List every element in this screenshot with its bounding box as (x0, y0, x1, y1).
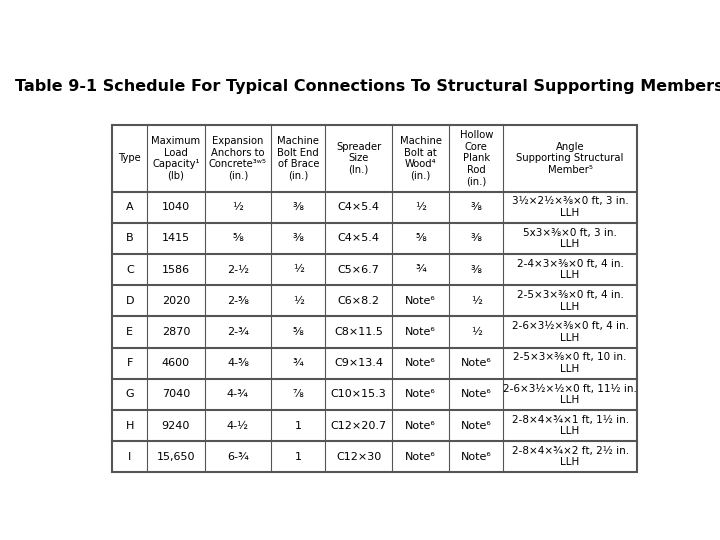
Text: 2-8×4×¾×1 ft, 1½ in.
LLH: 2-8×4×¾×1 ft, 1½ in. LLH (511, 415, 629, 436)
Text: ½: ½ (471, 296, 482, 306)
Text: 2-¾: 2-¾ (227, 327, 249, 337)
Text: 2-6×3½×½×0 ft, 11½ in.
LLH: 2-6×3½×½×0 ft, 11½ in. LLH (503, 383, 637, 405)
Text: 2-8×4×¾×2 ft, 2½ in.
LLH: 2-8×4×¾×2 ft, 2½ in. LLH (511, 446, 629, 468)
Text: C6×8.2: C6×8.2 (338, 296, 379, 306)
Text: ¾: ¾ (415, 265, 426, 274)
Text: Note⁶: Note⁶ (461, 451, 492, 462)
Text: C12×30: C12×30 (336, 451, 382, 462)
Text: 2-5×3×⅜×0 ft, 10 in.
LLH: 2-5×3×⅜×0 ft, 10 in. LLH (513, 352, 627, 374)
Text: ⅝: ⅝ (233, 233, 243, 244)
Text: I: I (128, 451, 132, 462)
Text: G: G (125, 389, 134, 399)
Text: 9240: 9240 (162, 421, 190, 430)
Text: Note⁶: Note⁶ (461, 389, 492, 399)
Text: 2-5×3×⅜×0 ft, 4 in.
LLH: 2-5×3×⅜×0 ft, 4 in. LLH (517, 290, 624, 312)
Text: C9×13.4: C9×13.4 (334, 358, 383, 368)
Text: 1: 1 (294, 421, 302, 430)
Text: ¾: ¾ (293, 358, 304, 368)
Text: 2020: 2020 (162, 296, 190, 306)
Text: ⅜: ⅜ (471, 265, 482, 274)
Text: Spreader
Size
(In.): Spreader Size (In.) (336, 142, 382, 175)
Text: ⅝: ⅝ (415, 233, 426, 244)
Text: ½: ½ (293, 265, 304, 274)
Text: A: A (126, 202, 134, 212)
Text: Machine
Bolt at
Wood⁴
(in.): Machine Bolt at Wood⁴ (in.) (400, 136, 441, 181)
Text: 15,650: 15,650 (157, 451, 195, 462)
Text: C4×5.4: C4×5.4 (338, 202, 379, 212)
Text: 2-⅝: 2-⅝ (227, 296, 249, 306)
Text: B: B (126, 233, 134, 244)
Text: ½: ½ (293, 296, 304, 306)
Text: ½: ½ (471, 327, 482, 337)
Text: ⅜: ⅜ (293, 233, 304, 244)
Text: C8×11.5: C8×11.5 (334, 327, 383, 337)
Text: Hollow
Core
Plank
Rod
(in.): Hollow Core Plank Rod (in.) (459, 130, 493, 186)
Text: Machine
Bolt End
of Brace
(in.): Machine Bolt End of Brace (in.) (277, 136, 319, 181)
Text: E: E (126, 327, 133, 337)
Text: 5x3×⅜×0 ft, 3 in.
LLH: 5x3×⅜×0 ft, 3 in. LLH (523, 227, 617, 249)
Text: 2870: 2870 (162, 327, 190, 337)
Text: ⅞: ⅞ (293, 389, 304, 399)
Text: Expansion
Anchors to
Concrete³ʷ⁵
(in.): Expansion Anchors to Concrete³ʷ⁵ (in.) (209, 136, 267, 181)
Text: C12×20.7: C12×20.7 (330, 421, 387, 430)
Text: 7040: 7040 (162, 389, 190, 399)
Text: 4-¾: 4-¾ (227, 389, 249, 399)
Text: 4600: 4600 (162, 358, 190, 368)
Text: Note⁶: Note⁶ (405, 451, 436, 462)
Text: Note⁶: Note⁶ (461, 358, 492, 368)
Text: 2-½: 2-½ (227, 265, 249, 274)
Text: C4×5.4: C4×5.4 (338, 233, 379, 244)
Text: 4-½: 4-½ (227, 421, 249, 430)
Text: Note⁶: Note⁶ (461, 421, 492, 430)
Text: Type: Type (118, 153, 141, 164)
Text: Note⁶: Note⁶ (405, 296, 436, 306)
Text: C: C (126, 265, 134, 274)
Text: C10×15.3: C10×15.3 (330, 389, 387, 399)
Text: 2-6×3½×⅜×0 ft, 4 in.
LLH: 2-6×3½×⅜×0 ft, 4 in. LLH (512, 321, 629, 343)
Text: Note⁶: Note⁶ (405, 358, 436, 368)
Text: ½: ½ (415, 202, 426, 212)
Text: Note⁶: Note⁶ (405, 327, 436, 337)
Text: Angle
Supporting Structural
Member⁵: Angle Supporting Structural Member⁵ (516, 142, 624, 175)
Text: ⅜: ⅜ (471, 233, 482, 244)
Text: Note⁶: Note⁶ (405, 421, 436, 430)
Text: 2-4×3×⅜×0 ft, 4 in.
LLH: 2-4×3×⅜×0 ft, 4 in. LLH (517, 259, 624, 280)
Text: H: H (125, 421, 134, 430)
Text: 1415: 1415 (162, 233, 190, 244)
Text: Maximum
Load
Capacity¹
(lb): Maximum Load Capacity¹ (lb) (151, 136, 200, 181)
Text: C5×6.7: C5×6.7 (338, 265, 379, 274)
Text: Table 9-1 Schedule For Typical Connections To Structural Supporting Members: Table 9-1 Schedule For Typical Connectio… (14, 79, 720, 94)
Text: ⅜: ⅜ (293, 202, 304, 212)
Text: 1586: 1586 (162, 265, 190, 274)
Text: D: D (125, 296, 134, 306)
Text: 1040: 1040 (162, 202, 190, 212)
Text: 6-¾: 6-¾ (227, 451, 249, 462)
Text: 1: 1 (294, 451, 302, 462)
Text: F: F (127, 358, 133, 368)
Text: ⅝: ⅝ (293, 327, 304, 337)
Text: Note⁶: Note⁶ (405, 389, 436, 399)
Text: 3½×2½×⅜×0 ft, 3 in.
LLH: 3½×2½×⅜×0 ft, 3 in. LLH (512, 197, 629, 218)
Text: ½: ½ (233, 202, 243, 212)
Text: 4-⅝: 4-⅝ (227, 358, 249, 368)
Text: ⅜: ⅜ (471, 202, 482, 212)
